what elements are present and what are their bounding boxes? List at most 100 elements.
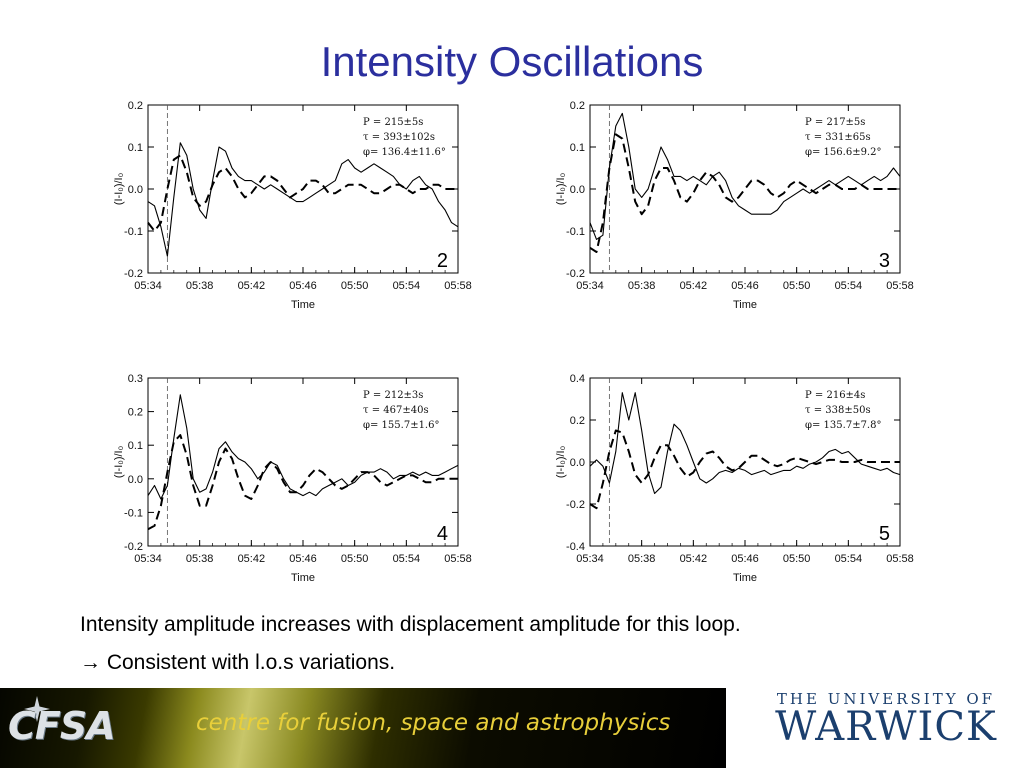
x-tick-label: 05:38 xyxy=(186,553,214,565)
y-tick-label: 0.1 xyxy=(570,142,585,154)
y-tick-label: -0.2 xyxy=(124,541,143,553)
plot-frame xyxy=(147,377,459,547)
caption-line-2: → Consistent with l.o.s variations. xyxy=(80,651,396,674)
y-axis-label: (I-I₀)/I₀ xyxy=(555,173,567,205)
x-tick-label: 05:58 xyxy=(886,280,914,292)
chart-svg: 0.2 0.1 0.0 -0.1 -0.205:34 05:38 05:42 05:46 05:… xyxy=(113,100,472,311)
fit-annotation: τ = 393±102s xyxy=(363,132,435,143)
fit-annotation: φ= 155.7±1.6° xyxy=(363,420,439,431)
y-tick-label: -0.1 xyxy=(566,226,585,238)
x-tick-label: 05:50 xyxy=(783,553,811,565)
observed-curve xyxy=(147,142,459,257)
fit-curve xyxy=(147,154,458,232)
x-tick-label: 05:54 xyxy=(393,280,421,292)
y-tick-label: 0.0 xyxy=(128,184,143,196)
x-tick-label: 05:54 xyxy=(835,553,863,565)
page-title: Intensity Oscillations xyxy=(320,38,704,85)
y-axis-label: (I-I₀)/I₀ xyxy=(555,446,567,478)
university-top-text: THE UNIVERSITY OF xyxy=(776,690,996,708)
fit-curve xyxy=(147,434,458,531)
y-tick-label: -0.2 xyxy=(566,499,585,511)
chart-panel-4: 0.3 0.2 0.1 0.0 -0.1 -0.2 05:34 05:38 05:42 05:46… xyxy=(110,373,490,608)
x-tick-label: 05:46 xyxy=(731,280,759,292)
chart-panel-3: 0.2 0.1 0.0 -0.1 -0.2 05:34 05:38 05:42 05:46 05:… xyxy=(552,100,932,335)
x-tick-label: 05:34 xyxy=(576,553,604,565)
y-axis-label: (I-I₀)/I₀ xyxy=(113,446,125,478)
y-tick-label: 0.4 xyxy=(570,373,585,385)
y-tick-label: -0.4 xyxy=(566,541,585,553)
observed-curve xyxy=(589,392,901,495)
y-tick-label: -0.2 xyxy=(566,268,585,280)
x-tick-label: 05:42 xyxy=(680,280,708,292)
y-axis-label: (I-I₀)/I₀ xyxy=(113,173,125,205)
x-tick-label: 05:58 xyxy=(444,280,472,292)
x-axis-label: Time xyxy=(291,299,315,311)
x-tick-label: 05:34 xyxy=(134,280,162,292)
chart-svg: 0.2 0.1 0.0 -0.1 -0.205:34 05:38 05:42 05:46 05:… xyxy=(555,100,914,311)
observed-curve xyxy=(589,112,901,240)
fit-annotation: φ= 156.6±9.2° xyxy=(805,147,881,158)
y-tick-label: 0.0 xyxy=(128,474,143,486)
fit-annotation: P = 216±4s xyxy=(805,390,865,401)
x-axis-label: Time xyxy=(733,572,757,584)
university-main-text: WARWICK xyxy=(775,704,997,750)
x-tick-label: 05:50 xyxy=(783,280,811,292)
y-tick-label: 0.2 xyxy=(128,100,143,112)
panel-number: 3 xyxy=(879,250,890,272)
x-tick-label: 05:34 xyxy=(576,280,604,292)
chart-panel-2: 0.2 0.1 0.0 -0.1 -0.2 05:34 05:38 05:42 05:46 05:… xyxy=(110,100,490,335)
fit-annotation: τ = 467±40s xyxy=(363,405,429,416)
y-tick-label: 0.2 xyxy=(570,415,585,427)
x-tick-label: 05:50 xyxy=(341,280,369,292)
chart-svg: 0.4 0.2 0.0 -0.2 -0.405:34 05:38 05:42 05:46 05:… xyxy=(555,373,914,584)
panel-number: 5 xyxy=(879,523,890,545)
fit-annotation: τ = 331±65s xyxy=(805,132,871,143)
fit-annotation: φ= 135.7±7.8° xyxy=(805,420,881,431)
y-tick-label: -0.1 xyxy=(124,226,143,238)
x-tick-label: 05:58 xyxy=(444,553,472,565)
banner-text: centre for fusion, space and astrophysic… xyxy=(196,710,671,736)
x-tick-label: 05:54 xyxy=(835,280,863,292)
observed-curve xyxy=(147,394,459,500)
panel-number: 2 xyxy=(437,250,448,272)
x-axis-label: Time xyxy=(733,299,757,311)
y-tick-label: 0.0 xyxy=(570,457,585,469)
y-tick-label: 0.3 xyxy=(128,373,143,385)
x-tick-label: 05:42 xyxy=(238,280,266,292)
star-icon xyxy=(24,696,50,722)
x-tick-label: 05:42 xyxy=(680,553,708,565)
x-tick-label: 05:58 xyxy=(886,553,914,565)
panel-number: 4 xyxy=(437,523,448,545)
x-tick-label: 05:46 xyxy=(289,553,317,565)
chart-svg: 0.3 0.2 0.1 0.0 -0.1 -0.205:34 05:38 05:42 05:46… xyxy=(113,373,472,584)
x-tick-label: 05:46 xyxy=(289,280,317,292)
x-tick-label: 05:38 xyxy=(628,280,656,292)
x-tick-label: 05:46 xyxy=(731,553,759,565)
fit-annotation: P = 217±5s xyxy=(805,117,865,128)
x-tick-label: 05:42 xyxy=(238,553,266,565)
y-tick-label: 0.1 xyxy=(128,142,143,154)
x-tick-label: 05:38 xyxy=(186,280,214,292)
x-tick-label: 05:54 xyxy=(393,553,421,565)
cfsa-logo: CFSA xyxy=(8,704,116,748)
y-tick-label: 0.1 xyxy=(128,440,143,452)
fit-annotation: P = 212±3s xyxy=(363,390,423,401)
chart-panel-5: 0.4 0.2 0.0 -0.2 -0.4 05:34 05:38 05:42 05:46 05:… xyxy=(552,373,932,608)
y-tick-label: 0.2 xyxy=(128,407,143,419)
caption-line-1: Intensity amplitude increases with displ… xyxy=(80,613,741,636)
fit-curve xyxy=(589,133,900,253)
y-tick-label: -0.1 xyxy=(124,507,143,519)
fit-annotation: P = 215±5s xyxy=(363,117,423,128)
fit-curve xyxy=(589,429,900,510)
x-tick-label: 05:38 xyxy=(628,553,656,565)
x-tick-label: 05:34 xyxy=(134,553,162,565)
university-logo: THE UNIVERSITY OF WARWICK xyxy=(770,690,1010,768)
fit-annotation: τ = 338±50s xyxy=(805,405,871,416)
x-axis-label: Time xyxy=(291,572,315,584)
y-tick-label: -0.2 xyxy=(124,268,143,280)
x-tick-label: 05:50 xyxy=(341,553,369,565)
fit-annotation: φ= 136.4±11.6° xyxy=(363,147,446,158)
footer-banner: CFSA centre for fusion, space and astrop… xyxy=(0,688,726,768)
y-tick-label: 0.2 xyxy=(570,100,585,112)
y-tick-label: 0.0 xyxy=(570,184,585,196)
